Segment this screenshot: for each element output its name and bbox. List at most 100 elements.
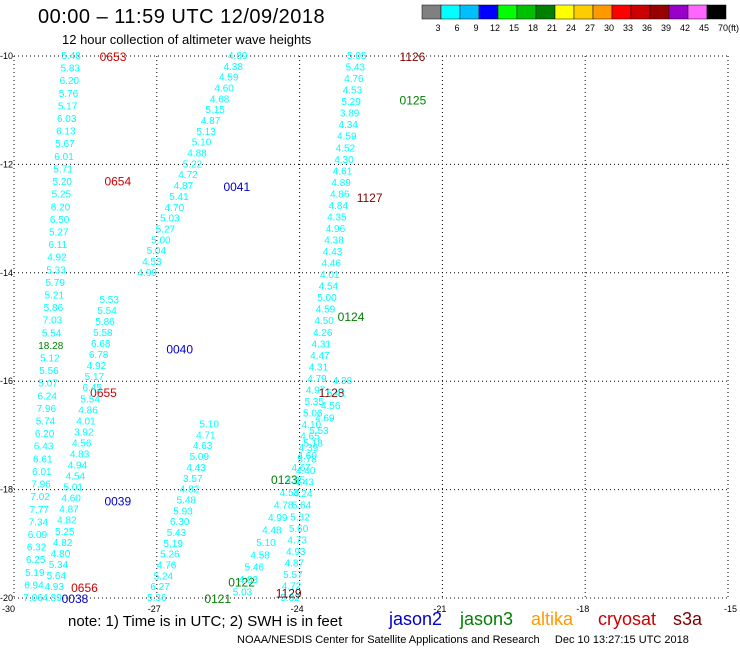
wave-height-value: 4.82 bbox=[53, 538, 73, 549]
color-swatch bbox=[554, 4, 575, 20]
wave-height-value: 4.71 bbox=[196, 430, 216, 441]
wave-height-value: 5.32 bbox=[290, 512, 310, 523]
y-tick-label: -10 bbox=[0, 51, 13, 61]
wave-height-value: 5.35 bbox=[304, 397, 324, 408]
wave-height-value: 4.58 bbox=[280, 488, 300, 499]
wave-height-value: 5.03 bbox=[160, 214, 180, 225]
wave-height-value: 4.56 bbox=[72, 438, 92, 449]
wave-height-value: 5.17 bbox=[58, 101, 78, 112]
wave-height-value: 4.38 bbox=[223, 62, 243, 73]
wave-height-value: 5.64 bbox=[292, 501, 312, 512]
wave-height-value: 4.85 bbox=[286, 476, 306, 487]
wave-height-value: 4.73 bbox=[287, 535, 307, 546]
wave-height-value: 5.43 bbox=[346, 63, 366, 74]
wave-height-value: 4.76 bbox=[344, 74, 364, 85]
color-scale-label: 12 bbox=[490, 23, 500, 33]
wave-height-value: 5.18 bbox=[303, 438, 323, 449]
wave-height-value: 6.24 bbox=[37, 391, 57, 402]
color-swatch bbox=[687, 4, 708, 20]
wave-height-value: 6.20 bbox=[51, 202, 71, 213]
wave-height-value: 5.48 bbox=[177, 495, 197, 506]
wave-height-value: 4.69 bbox=[315, 414, 335, 425]
wave-height-value: 5.43 bbox=[167, 528, 187, 539]
wave-height-value: 4.48 bbox=[262, 525, 282, 536]
satellite-label-cryosat: cryosat bbox=[598, 609, 657, 629]
color-swatch bbox=[478, 4, 499, 20]
wave-height-value: 4.01 bbox=[76, 416, 96, 427]
wave-height-value: 5.22 bbox=[183, 159, 203, 170]
wave-height-value: 4.39 bbox=[299, 443, 319, 454]
wave-height-value: 5.17 bbox=[85, 372, 105, 383]
wave-height-value: 4.92 bbox=[87, 361, 107, 372]
wave-height-value: 5.04 bbox=[147, 246, 167, 257]
satellite-label-jason2: jason2 bbox=[389, 609, 443, 629]
wave-height-value: 4.93 bbox=[286, 547, 306, 558]
wave-height-value: 4.38 bbox=[324, 236, 344, 247]
color-swatch bbox=[421, 4, 442, 20]
wave-height-value: 6.13 bbox=[56, 127, 76, 138]
satellite-label-jason3: jason3 bbox=[460, 609, 514, 629]
footnote: note: 1) Time is in UTC; 2) SWH is in fe… bbox=[68, 613, 343, 630]
x-tick-label: -18 bbox=[576, 604, 589, 614]
wave-height-value: 4.84 bbox=[329, 201, 349, 212]
wave-height-value: 5.09 bbox=[190, 452, 210, 463]
wave-height-value: 7.02 bbox=[30, 492, 50, 503]
color-scale-label: 30 bbox=[604, 23, 614, 33]
wave-height-value: 5.24 bbox=[154, 571, 174, 582]
wave-height-value: 4.87 bbox=[59, 505, 79, 516]
color-scale-label: 15 bbox=[509, 23, 519, 33]
wave-height-value: 5.86 bbox=[44, 303, 64, 314]
wave-height-value: 5.03 bbox=[233, 588, 253, 599]
wave-height-value: 4.68 bbox=[210, 94, 230, 105]
wave-height-value: 4.01 bbox=[320, 270, 340, 281]
wave-height-value: 4.43 bbox=[186, 463, 206, 474]
wave-height-value: 5.10 bbox=[256, 538, 276, 549]
y-tick-label: -12 bbox=[0, 159, 13, 169]
pass-time-label: 0038 bbox=[62, 592, 89, 606]
y-tick-label: -18 bbox=[0, 485, 13, 495]
wave-height-value: 5.60 bbox=[289, 524, 309, 535]
wave-height-value: 4.38 bbox=[333, 376, 353, 387]
wave-height-value: 4.63 bbox=[193, 441, 213, 452]
pass-time-label: 0656 bbox=[71, 581, 98, 595]
wave-height-value: 4.82 bbox=[180, 485, 200, 496]
wave-height-value: 4.59 bbox=[316, 305, 336, 316]
color-scale-label: 39 bbox=[661, 23, 671, 33]
wave-height-value: 6.01 bbox=[54, 152, 74, 163]
wave-height-value: 5.78 bbox=[297, 455, 317, 466]
satellite-label-s3a: s3a bbox=[673, 609, 703, 629]
wave-height-value: 5.83 bbox=[61, 64, 81, 75]
x-tick-label: -24 bbox=[291, 604, 304, 614]
wave-height-value: 5.64 bbox=[47, 571, 67, 582]
color-swatch bbox=[459, 4, 480, 20]
wave-height-value: 6.94 bbox=[24, 580, 44, 591]
wave-height-value: 5.58 bbox=[93, 328, 113, 339]
wave-height-value: 4.89 bbox=[42, 593, 62, 604]
wave-height-value: 4.67 bbox=[292, 463, 312, 474]
wave-height-value: 4.76 bbox=[157, 560, 177, 571]
wave-height-value: 5.54 bbox=[97, 306, 117, 317]
wave-height-value: 4.82 bbox=[57, 516, 77, 527]
wave-height-value: 4.78 bbox=[274, 501, 294, 512]
wave-height-value: 4.83 bbox=[70, 449, 90, 460]
wave-height-value: 5.41 bbox=[169, 192, 189, 203]
wave-height-value: 5.33 bbox=[46, 265, 66, 276]
color-scale-label: 27 bbox=[585, 23, 595, 33]
grid bbox=[13, 55, 729, 599]
wave-height-value: 6.50 bbox=[50, 215, 70, 226]
wave-height-value: 4.88 bbox=[187, 149, 207, 160]
pass-time-label: 1126 bbox=[400, 50, 426, 64]
color-scale-label: 36 bbox=[642, 23, 652, 33]
wave-height-value: 6.78 bbox=[89, 350, 109, 361]
wave-height-value: 5.25 bbox=[52, 190, 72, 201]
x-tick-label: -21 bbox=[433, 604, 446, 614]
wave-height-value: 6.20 bbox=[60, 76, 80, 87]
wave-height-value: 4.31 bbox=[309, 362, 329, 373]
wave-height-value: 5.76 bbox=[59, 89, 79, 100]
color-scale-label: 45 bbox=[699, 23, 709, 33]
pass-time-label: 0653 bbox=[100, 50, 127, 64]
wave-height-value: 4.53 bbox=[343, 86, 363, 97]
wave-height-value: 5.25 bbox=[55, 527, 75, 538]
chart-title: 00:00 – 11:59 UTC 12/09/2018 bbox=[38, 6, 326, 28]
